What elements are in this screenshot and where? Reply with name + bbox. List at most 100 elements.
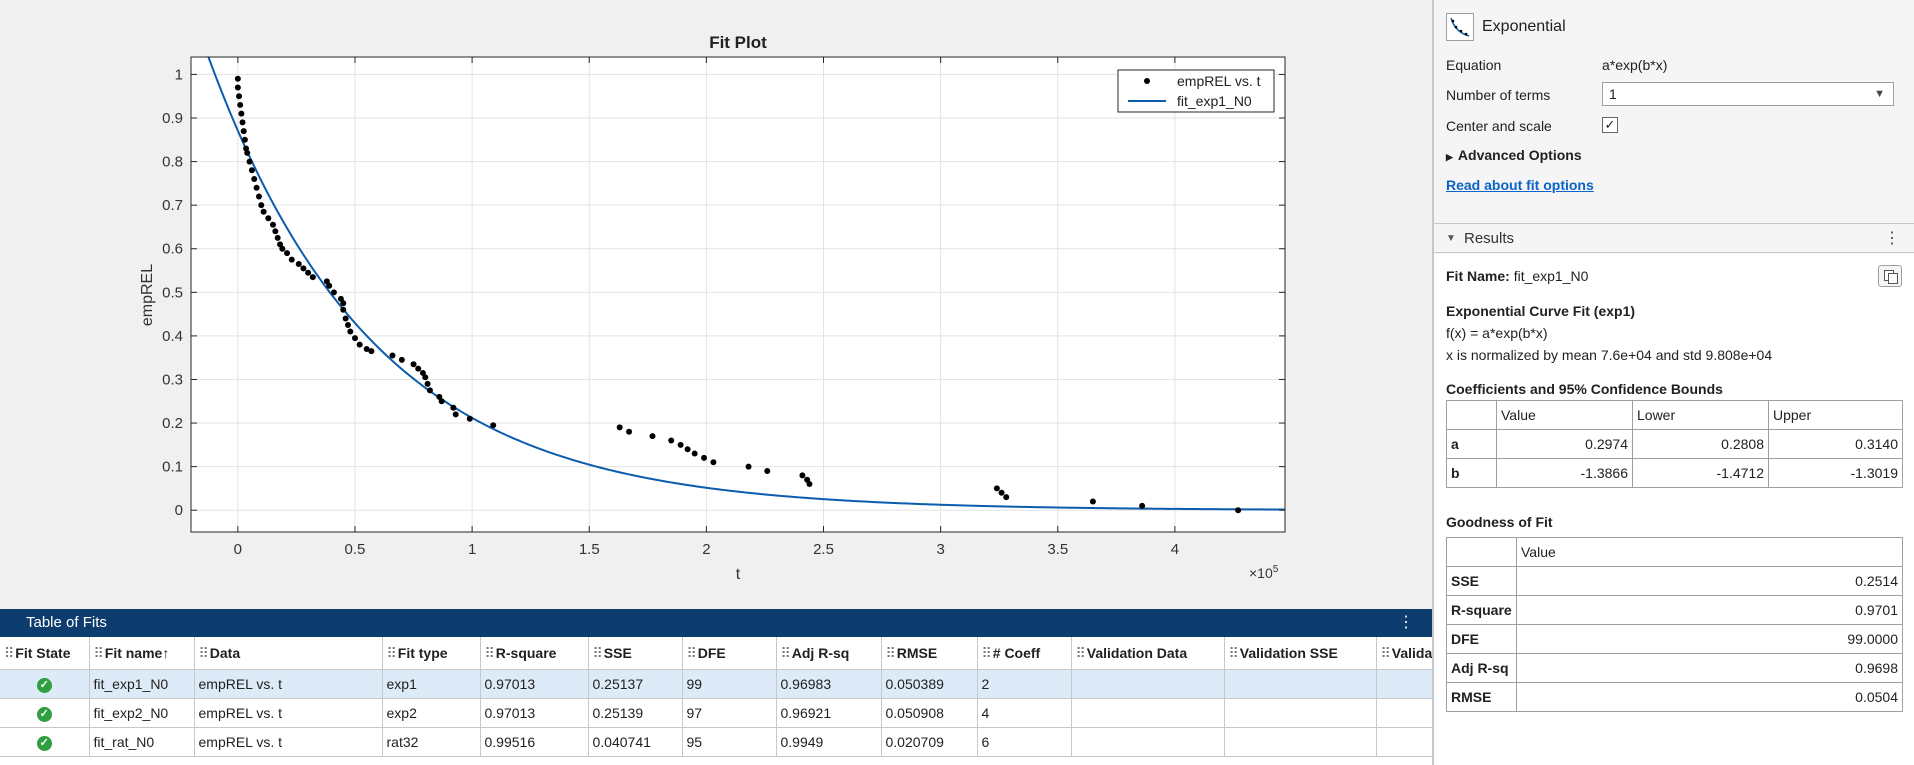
panel-divider[interactable] xyxy=(1432,0,1434,765)
data-point[interactable] xyxy=(234,75,241,82)
data-point[interactable] xyxy=(701,454,708,461)
data-point[interactable] xyxy=(237,101,244,108)
data-point[interactable] xyxy=(347,328,354,335)
column-header-validation-data[interactable]: ⠿ Validation Data xyxy=(1071,637,1225,670)
data-point[interactable] xyxy=(248,167,255,174)
data-point[interactable] xyxy=(745,463,752,470)
data-point[interactable] xyxy=(330,289,337,296)
vertical-dots-icon[interactable]: ⋮ xyxy=(1398,614,1414,631)
data-point[interactable] xyxy=(1139,502,1146,509)
data-point[interactable] xyxy=(684,446,691,453)
data-point[interactable] xyxy=(284,250,291,257)
legend[interactable]: empREL vs. t fit_exp1_N0 xyxy=(1117,69,1275,113)
data-point[interactable] xyxy=(616,424,623,431)
fit-name-cell[interactable]: fit_exp1_N0 xyxy=(89,669,195,699)
data-point[interactable] xyxy=(424,380,431,387)
data-point[interactable] xyxy=(415,365,422,372)
fit-plot[interactable]: 0 0.5 1 1.5 2 2.5 3 3.5 4 0 0.1 0.2 0.3 0.4 0.5 0.6 0.7 0… xyxy=(0,0,1432,608)
data-point[interactable] xyxy=(260,208,267,215)
data-point[interactable] xyxy=(452,411,459,418)
data-point[interactable] xyxy=(295,261,302,267)
data-point[interactable] xyxy=(326,282,333,289)
data-point[interactable] xyxy=(410,361,417,368)
data-point[interactable] xyxy=(309,274,316,281)
data-point[interactable] xyxy=(677,441,684,448)
data-point[interactable] xyxy=(799,472,806,479)
data-point[interactable] xyxy=(389,352,396,359)
data-point[interactable] xyxy=(288,256,295,263)
data-point[interactable] xyxy=(246,158,253,165)
data-point[interactable] xyxy=(340,306,347,313)
data-point[interactable] xyxy=(806,481,813,488)
column-header-validation-sse[interactable]: ⠿ Validation SSE xyxy=(1224,637,1377,670)
column-header-sse[interactable]: ⠿ SSE xyxy=(588,637,683,670)
data-point[interactable] xyxy=(438,398,445,405)
column-header-dfe[interactable]: ⠿ DFE xyxy=(682,637,777,670)
column-header-fit-state[interactable]: ⠿ Fit State xyxy=(0,637,90,670)
data-point[interactable] xyxy=(240,128,247,135)
data-point[interactable] xyxy=(668,437,675,444)
data-point[interactable] xyxy=(305,269,312,276)
center-and-scale-checkbox[interactable]: ✓ xyxy=(1602,117,1618,133)
data-point[interactable] xyxy=(998,489,1005,496)
data-point[interactable] xyxy=(272,228,279,235)
advanced-options-toggle[interactable]: ▶ Advanced Options xyxy=(1446,147,1582,163)
data-point[interactable] xyxy=(426,387,433,394)
column-header-data[interactable]: ⠿ Data xyxy=(194,637,383,670)
plot-area[interactable] xyxy=(190,56,1286,533)
data-point[interactable] xyxy=(1235,507,1242,514)
fit-name-cell[interactable]: fit_exp2_N0 xyxy=(89,698,195,728)
number-of-terms-select[interactable]: 1 ▼ xyxy=(1602,82,1894,106)
data-point[interactable] xyxy=(649,433,656,440)
data-point[interactable] xyxy=(279,245,286,252)
data-point[interactable] xyxy=(236,93,243,100)
data-point[interactable] xyxy=(764,467,771,474)
column-header-fit-type[interactable]: ⠿ Fit type xyxy=(382,637,481,670)
data-point[interactable] xyxy=(300,265,307,272)
column-header-adj-r-sq[interactable]: ⠿ Adj R-sq xyxy=(776,637,882,670)
fit-name-cell[interactable]: fit_rat_N0 xyxy=(89,727,195,757)
chevron-down-icon[interactable]: ▼ xyxy=(1874,88,1885,100)
fit-curve-line[interactable] xyxy=(207,56,1286,511)
data-point[interactable] xyxy=(255,193,262,200)
data-point[interactable] xyxy=(356,341,363,348)
data-point[interactable] xyxy=(490,422,497,429)
data-point[interactable] xyxy=(993,485,1000,492)
data-point[interactable] xyxy=(253,184,260,191)
read-about-fit-options-link[interactable]: Read about fit options xyxy=(1446,177,1594,193)
copy-icon[interactable] xyxy=(1878,265,1902,287)
data-point[interactable] xyxy=(398,356,405,363)
triangle-down-icon[interactable]: ▼ xyxy=(1446,233,1456,244)
data-point[interactable] xyxy=(340,300,347,307)
data-point[interactable] xyxy=(239,119,246,126)
column-header-validation-rmse[interactable]: ⠿Validat xyxy=(1376,637,1432,670)
data-point[interactable] xyxy=(238,110,245,117)
table-row[interactable]: ✓ fit_exp2_N0 empREL vs. t exp2 0.97013 … xyxy=(0,698,1432,728)
data-point[interactable] xyxy=(422,374,429,381)
column-header-coeff[interactable]: ⠿ # Coeff xyxy=(977,637,1072,670)
data-point[interactable] xyxy=(269,221,276,228)
data-point[interactable] xyxy=(1089,498,1096,505)
data-point[interactable] xyxy=(234,84,241,91)
data-point[interactable] xyxy=(626,428,633,435)
data-point[interactable] xyxy=(258,202,265,209)
data-point[interactable] xyxy=(342,315,349,322)
data-point[interactable] xyxy=(368,348,375,355)
data-point[interactable] xyxy=(710,459,717,466)
table-row[interactable]: ✓ fit_exp1_N0 empREL vs. t exp1 0.97013 … xyxy=(0,669,1432,699)
data-point[interactable] xyxy=(344,322,351,328)
data-point[interactable] xyxy=(691,450,698,457)
vertical-dots-icon[interactable]: ⋮ xyxy=(1884,230,1900,247)
data-point[interactable] xyxy=(274,234,281,241)
data-point[interactable] xyxy=(450,404,457,411)
data-point[interactable] xyxy=(265,215,272,222)
column-header-r-square[interactable]: ⠿ R-square xyxy=(480,637,589,670)
data-point[interactable] xyxy=(251,176,258,183)
data-point[interactable] xyxy=(466,415,473,422)
table-row[interactable]: ✓ fit_rat_N0 empREL vs. t rat32 0.99516 … xyxy=(0,727,1432,757)
results-section-header[interactable]: ▼ Results ⋮ xyxy=(1434,223,1914,253)
data-point[interactable] xyxy=(241,136,248,143)
data-point[interactable] xyxy=(351,335,358,342)
sort-arrow-icon[interactable]: ↑ xyxy=(162,644,170,661)
data-point[interactable] xyxy=(244,149,251,156)
